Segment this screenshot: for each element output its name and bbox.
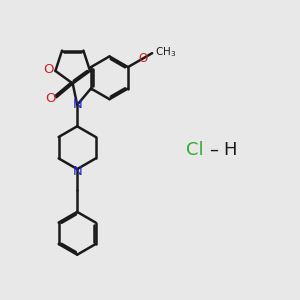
Text: –: –	[209, 141, 218, 159]
Text: O: O	[45, 92, 56, 105]
Text: H: H	[224, 141, 237, 159]
Text: O: O	[138, 52, 148, 65]
Text: O: O	[44, 63, 54, 76]
Text: Cl: Cl	[186, 141, 203, 159]
Text: N: N	[72, 98, 82, 111]
Text: N: N	[72, 165, 82, 178]
Text: CH$_3$: CH$_3$	[154, 45, 176, 59]
